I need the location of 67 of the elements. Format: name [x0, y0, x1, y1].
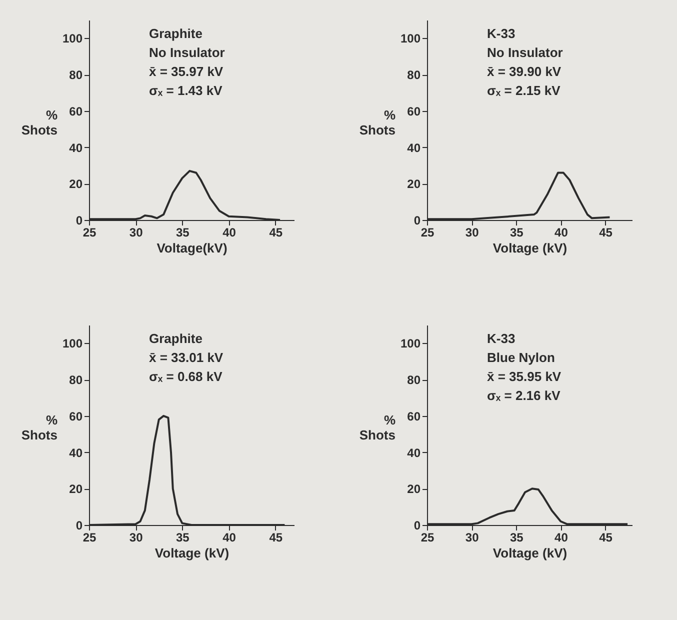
x-tick-label: 45	[599, 530, 613, 544]
x-axis-title: Voltage(kV)	[156, 240, 228, 256]
x-tick-label: 25	[420, 530, 434, 544]
y-tick-label: 20	[69, 482, 83, 496]
y-tick-label: 0	[76, 214, 83, 228]
annotation: x̄ = 39.90 kV	[487, 64, 562, 79]
y-axis-title: % Shots	[21, 412, 58, 442]
y-tick-label: 100	[62, 336, 83, 351]
y-tick-label: 80	[407, 68, 421, 82]
x-tick-label: 30	[129, 530, 144, 544]
y-tick-label: 100	[400, 32, 421, 46]
annotation: K-33	[487, 26, 516, 41]
y-tick-label: 40	[407, 140, 421, 155]
y-tick-label: 20	[407, 177, 421, 192]
x-tick-label: 45	[599, 226, 613, 240]
annotation: Graphite	[149, 331, 202, 346]
x-tick-label: 30	[465, 226, 480, 240]
x-tick-label: 35	[510, 530, 524, 544]
x-tick-label: 40	[222, 226, 236, 240]
y-tick-label: 20	[407, 482, 421, 496]
x-axis-title: Voltage (kV)	[154, 546, 230, 560]
y-tick-label: 40	[69, 446, 83, 460]
annotation: x̄ = 33.01 kV	[149, 350, 224, 365]
y-tick-label: 100	[400, 336, 421, 351]
x-tick-label: 40	[222, 530, 236, 544]
y-axis-title: % Shots	[21, 108, 58, 138]
annotation: K-33	[487, 331, 516, 346]
y-axis-title: % Shots	[359, 108, 396, 138]
y-tick-label: 40	[407, 446, 421, 460]
y-tick-label: 80	[69, 373, 83, 388]
annotation: σₓ = 0.68 kV	[149, 369, 223, 384]
annotation: σₓ = 1.43 kV	[149, 83, 223, 98]
y-tick-label: 80	[407, 373, 421, 388]
annotation: x̄ = 35.97 kV	[149, 64, 224, 79]
y-tick-label: 0	[414, 518, 421, 532]
x-tick-label: 25	[82, 226, 96, 240]
y-tick-label: 40	[69, 140, 83, 155]
x-tick-label: 40	[554, 530, 568, 544]
annotation: σₓ = 2.16 kV	[487, 388, 561, 403]
y-tick-label: 60	[69, 104, 83, 118]
x-tick-label: 35	[510, 226, 524, 240]
x-tick-label: 35	[176, 226, 190, 240]
x-tick-label: 30	[129, 226, 144, 240]
x-tick-label: 25	[82, 530, 96, 544]
x-tick-label: 40	[554, 226, 568, 240]
y-tick-label: 80	[69, 68, 83, 82]
x-axis-title: Voltage (kV)	[492, 546, 568, 560]
annotation: No Insulator	[149, 45, 225, 60]
y-tick-label: 0	[414, 214, 421, 228]
annotation: No Insulator	[487, 45, 563, 60]
y-tick-label: 60	[69, 409, 83, 424]
annotation: Blue Nylon	[487, 350, 555, 365]
x-tick-label: 45	[269, 530, 283, 544]
annotation: x̄ = 35.95 kV	[487, 369, 562, 384]
y-tick-label: 60	[407, 409, 421, 424]
y-tick-label: 60	[407, 104, 421, 118]
x-tick-label: 45	[269, 226, 283, 240]
y-tick-label: 0	[76, 518, 83, 532]
x-tick-label: 25	[420, 226, 434, 240]
annotation: σₓ = 2.15 kV	[487, 83, 561, 98]
x-tick-label: 35	[176, 530, 190, 544]
x-tick-label: 30	[465, 530, 480, 544]
y-tick-label: 20	[69, 177, 83, 192]
annotation: Graphite	[149, 26, 202, 41]
y-tick-label: 100	[62, 32, 83, 46]
y-axis-title: % Shots	[359, 412, 396, 442]
x-axis-title: Voltage (kV)	[492, 240, 568, 256]
